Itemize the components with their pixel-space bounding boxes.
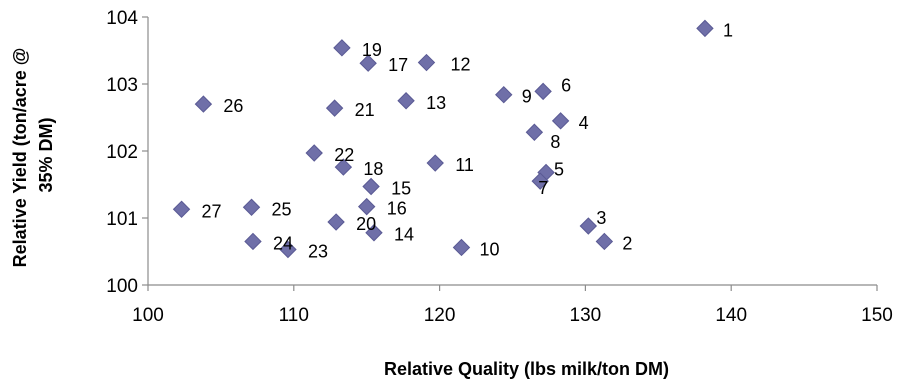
data-point-18 — [334, 158, 353, 176]
point-label-27: 27 — [202, 201, 222, 221]
point-label-24: 24 — [273, 233, 293, 253]
y-axis-title-line-2: 35% DM) — [36, 117, 56, 192]
point-label-10: 10 — [479, 239, 499, 259]
point-label-15: 15 — [391, 179, 411, 199]
point-label-19: 19 — [362, 40, 382, 60]
point-label-23: 23 — [308, 241, 328, 261]
data-point-25 — [242, 198, 261, 216]
point-label-22: 22 — [334, 145, 354, 165]
data-point-27 — [172, 200, 191, 218]
point-label-4: 4 — [579, 113, 589, 133]
y-tick-label: 101 — [106, 209, 138, 230]
point-label-12: 12 — [450, 55, 470, 75]
data-point-6 — [534, 82, 552, 101]
x-tick-label: 130 — [570, 305, 602, 326]
point-label-17: 17 — [388, 55, 408, 75]
point-label-16: 16 — [387, 199, 407, 219]
y-tick-label: 104 — [106, 8, 138, 29]
point-label-13: 13 — [426, 93, 446, 113]
point-label-7: 7 — [538, 178, 548, 198]
data-point-26 — [194, 95, 213, 113]
x-tick-label: 150 — [861, 305, 893, 326]
data-point-7 — [531, 172, 549, 190]
x-tick-label: 120 — [424, 305, 456, 326]
point-label-5: 5 — [554, 159, 564, 179]
data-point-21 — [325, 99, 344, 117]
data-point-17 — [359, 54, 377, 72]
point-label-11: 11 — [455, 155, 474, 175]
data-points — [172, 19, 714, 259]
data-point-16 — [357, 197, 376, 216]
point-label-3: 3 — [596, 208, 606, 228]
data-point-20 — [327, 213, 345, 231]
data-point-24 — [244, 232, 262, 251]
y-axis-title-line-1: Relative Yield (ton/acre @ — [10, 48, 30, 268]
point-label-1: 1 — [723, 20, 733, 40]
data-point-12 — [417, 53, 436, 72]
data-point-15 — [362, 177, 380, 196]
point-label-2: 2 — [622, 233, 632, 253]
x-tick-label: 100 — [132, 305, 164, 326]
data-point-8 — [525, 123, 544, 141]
x-tick-label: 140 — [715, 305, 747, 326]
y-tick-label: 103 — [106, 75, 138, 96]
point-label-9: 9 — [522, 87, 532, 107]
point-label-6: 6 — [561, 75, 571, 95]
point-label-14: 14 — [394, 225, 414, 245]
data-point-19 — [333, 39, 351, 57]
x-axis-title: Relative Quality (lbs milk/ton DM) — [384, 359, 669, 379]
data-point-4 — [551, 112, 570, 130]
y-tick-label: 102 — [106, 142, 138, 163]
data-point-23 — [279, 240, 297, 259]
data-point-11 — [426, 154, 444, 172]
data-point-10 — [452, 238, 471, 257]
data-point-2 — [595, 232, 614, 251]
point-label-21: 21 — [355, 100, 375, 120]
point-labels: 1234567891011121314151617181920212223242… — [202, 20, 733, 261]
x-tick-label: 110 — [279, 305, 309, 326]
data-point-14 — [365, 224, 383, 242]
data-point-1 — [696, 19, 714, 38]
y-tick-label: 100 — [106, 276, 138, 297]
point-label-26: 26 — [223, 96, 243, 116]
point-label-25: 25 — [272, 199, 292, 219]
point-label-20: 20 — [356, 214, 376, 234]
data-point-3 — [579, 217, 598, 235]
data-point-9 — [495, 86, 513, 104]
point-label-18: 18 — [363, 159, 383, 179]
y-axis-title: Relative Yield (ton/acre @ 35% DM) — [10, 43, 56, 268]
data-point-13 — [397, 92, 415, 110]
data-point-22 — [305, 144, 323, 162]
point-label-8: 8 — [550, 132, 560, 152]
